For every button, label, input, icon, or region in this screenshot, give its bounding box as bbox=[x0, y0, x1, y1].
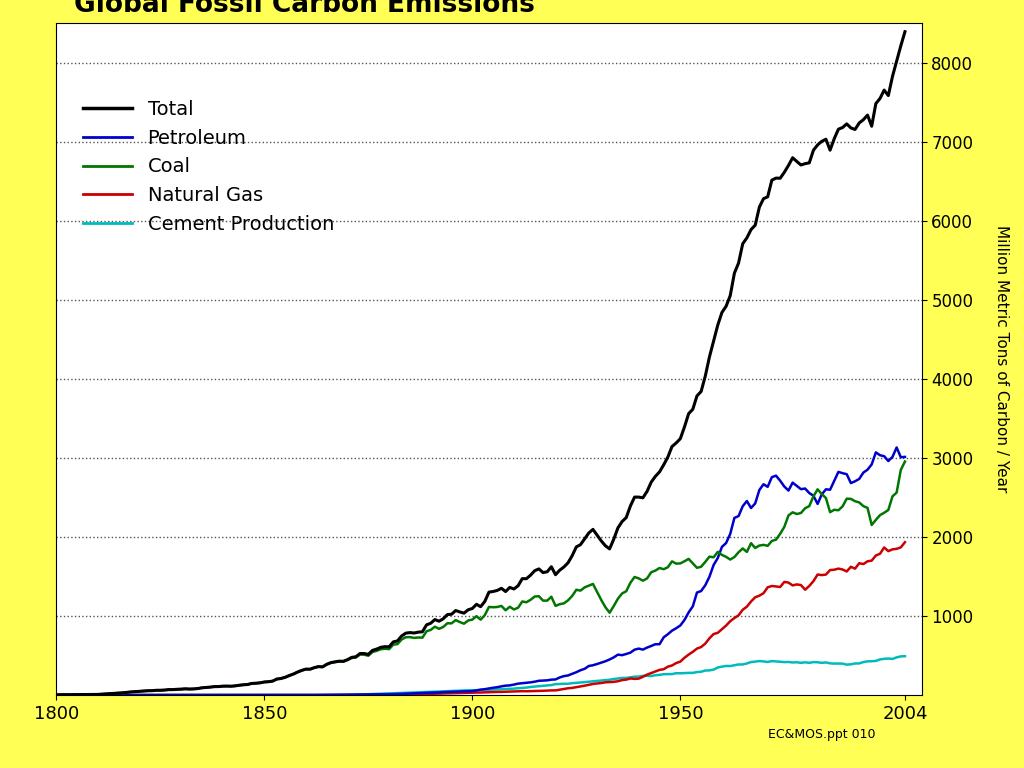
Petroleum bbox=[566, 669, 579, 678]
Petroleum bbox=[159, 690, 171, 700]
Total bbox=[824, 146, 837, 155]
Coal bbox=[566, 591, 579, 601]
Coal bbox=[583, 581, 595, 591]
Cement Production bbox=[899, 651, 911, 660]
Coal bbox=[50, 690, 62, 700]
Cement Production bbox=[566, 679, 579, 688]
Natural Gas bbox=[566, 684, 579, 693]
Natural Gas bbox=[625, 674, 637, 683]
Coal bbox=[516, 597, 528, 606]
Petroleum bbox=[899, 452, 911, 462]
Line: Total: Total bbox=[56, 31, 905, 695]
Cement Production bbox=[159, 690, 171, 700]
Natural Gas bbox=[899, 538, 911, 547]
Total bbox=[899, 27, 911, 36]
Natural Gas bbox=[159, 690, 171, 700]
Total bbox=[50, 690, 62, 700]
Total bbox=[566, 551, 579, 561]
Natural Gas bbox=[824, 565, 837, 574]
Natural Gas bbox=[50, 690, 62, 700]
Total bbox=[625, 502, 637, 511]
Petroleum bbox=[516, 679, 528, 688]
Y-axis label: Million Metric Tons of Carbon / Year: Million Metric Tons of Carbon / Year bbox=[994, 225, 1010, 493]
Total bbox=[583, 528, 595, 538]
Cement Production bbox=[625, 673, 637, 682]
Cement Production bbox=[516, 684, 528, 693]
Coal bbox=[824, 508, 837, 517]
Coal bbox=[625, 578, 637, 588]
Line: Natural Gas: Natural Gas bbox=[56, 542, 905, 695]
Line: Petroleum: Petroleum bbox=[56, 448, 905, 695]
Line: Cement Production: Cement Production bbox=[56, 656, 905, 695]
Total bbox=[159, 686, 171, 695]
Legend: Total, Petroleum, Coal, Natural Gas, Cement Production: Total, Petroleum, Coal, Natural Gas, Cem… bbox=[83, 100, 334, 233]
Natural Gas bbox=[583, 680, 595, 690]
Petroleum bbox=[583, 661, 595, 670]
Petroleum bbox=[824, 485, 837, 495]
Cement Production bbox=[50, 690, 62, 700]
Petroleum bbox=[625, 648, 637, 657]
Coal bbox=[899, 457, 911, 466]
Petroleum bbox=[50, 690, 62, 700]
Text: Global Fossil Carbon Emissions: Global Fossil Carbon Emissions bbox=[74, 0, 535, 18]
Total bbox=[516, 574, 528, 583]
Cement Production bbox=[824, 659, 837, 668]
Line: Coal: Coal bbox=[56, 462, 905, 695]
Petroleum bbox=[891, 443, 903, 452]
Text: EC&MOS.ppt 010: EC&MOS.ppt 010 bbox=[768, 728, 876, 741]
Natural Gas bbox=[516, 687, 528, 696]
Coal bbox=[159, 686, 171, 695]
Cement Production bbox=[583, 677, 595, 687]
